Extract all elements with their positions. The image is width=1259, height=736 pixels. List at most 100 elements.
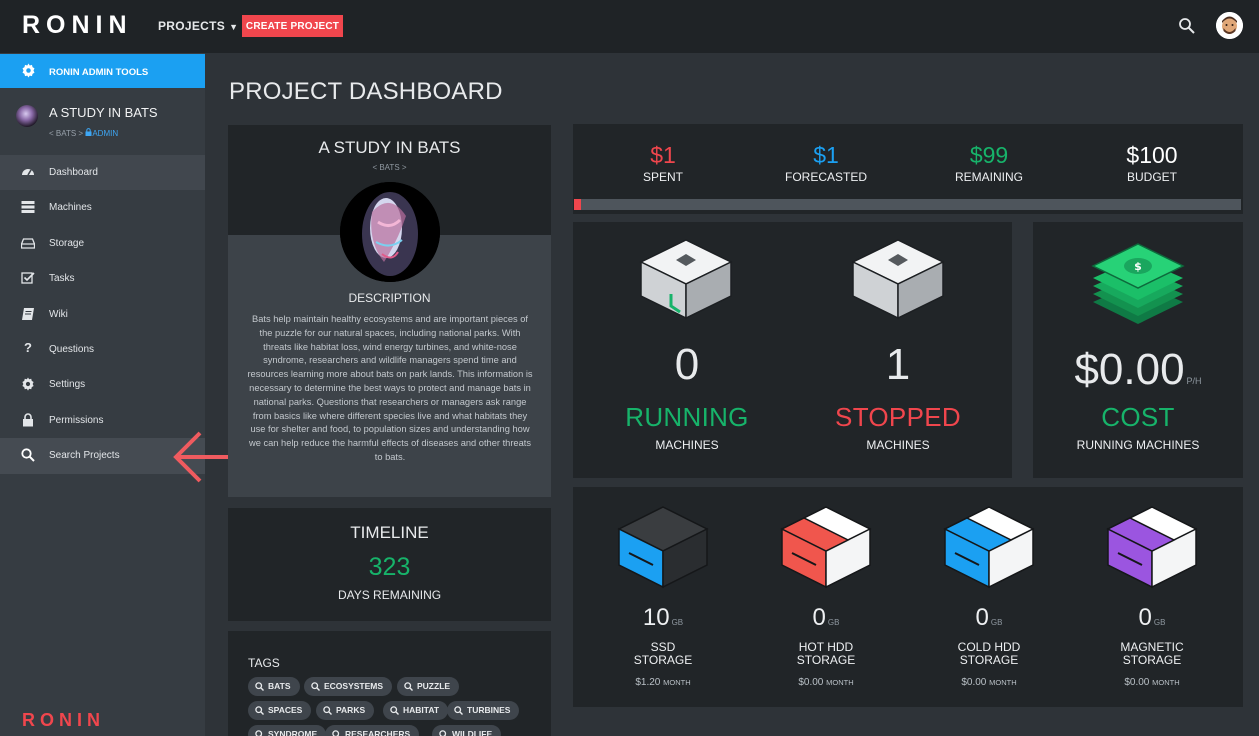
sidebar-item-wiki[interactable]: Wiki <box>0 297 205 332</box>
budget-value: $100 <box>1126 142 1178 168</box>
sidebar-item-search-projects[interactable]: Search Projects <box>0 438 205 474</box>
storage-size: 0 GB <box>929 604 1049 632</box>
running-status: RUNNING <box>625 402 749 432</box>
storage-type-label: SSD STORAGE <box>603 641 723 667</box>
storage-cost-unit: MONTH <box>989 678 1017 687</box>
tag-label: PUZZLE <box>417 681 451 691</box>
storage-size-value: 10 <box>642 604 670 631</box>
storage-type-line2: STORAGE <box>796 653 856 667</box>
sidebar-item-settings[interactable]: Settings <box>0 367 205 402</box>
storage-cost: $1.20 MONTH <box>603 677 723 688</box>
storage-cost-value: $0.00 <box>961 677 987 688</box>
search-icon <box>255 682 264 691</box>
storage-cost-unit: MONTH <box>826 678 854 687</box>
user-avatar[interactable] <box>1216 12 1243 39</box>
storage-icon <box>21 238 35 249</box>
search-icon[interactable] <box>1178 17 1196 35</box>
storage-type-line2: STORAGE <box>959 653 1019 667</box>
sidebar-item-label: Wiki <box>49 308 68 320</box>
sidebar-item-tasks[interactable]: Tasks <box>0 261 205 296</box>
search-icon <box>255 730 263 736</box>
sidebar-item-label: Settings <box>49 379 86 391</box>
tag-chip[interactable]: BATS <box>248 677 300 696</box>
ronin-logo[interactable]: RONIN <box>22 11 133 39</box>
search-icon <box>390 706 399 715</box>
remaining-label: REMAINING <box>954 170 1023 184</box>
sidebar-item-questions[interactable]: ? Questions <box>0 332 205 367</box>
storage-drive-icon <box>1106 506 1198 589</box>
machines-icon <box>21 201 35 214</box>
machine-stopped-icon <box>851 239 945 320</box>
days-remaining-label: DAYS REMAINING <box>337 588 442 602</box>
tag-label: BATS <box>268 681 291 691</box>
sidebar-item-label: Dashboard <box>49 167 98 178</box>
tag-label: PARKS <box>336 705 366 715</box>
sidebar-item-label: Permissions <box>49 414 104 426</box>
sidebar-item-label: Questions <box>49 343 95 355</box>
storage-size-value: 0 <box>1138 604 1152 631</box>
storage-cost-value: $0.00 <box>1124 677 1150 688</box>
storage-size-unit: GB <box>827 618 840 627</box>
sidebar-item-storage[interactable]: Storage <box>0 226 205 261</box>
tag-chip[interactable]: RESEARCHERS <box>325 725 420 736</box>
tag-chip[interactable]: WILDLIFE <box>432 725 502 736</box>
tag-chip[interactable]: HABITAT <box>383 701 449 720</box>
sidebar-item-label: Search Projects <box>49 450 120 462</box>
search-icon <box>404 682 413 691</box>
create-project-button[interactable]: CREATE PROJECT <box>242 15 343 37</box>
lock-icon <box>85 128 92 136</box>
svg-text:$: $ <box>1134 260 1142 273</box>
projects-dropdown[interactable]: PROJECTS ▼ <box>158 19 238 33</box>
stopped-status: STOPPED <box>835 402 961 432</box>
storage-cost-value: $1.20 <box>635 677 661 688</box>
project-card-sub: < BATS > <box>372 163 407 172</box>
tag-chip[interactable]: PARKS <box>316 701 375 720</box>
sidebar-item-machines[interactable]: Machines <box>0 190 205 225</box>
lock-icon <box>23 413 33 427</box>
cost-unit: P/H <box>1186 376 1202 386</box>
storage-size-unit: GB <box>990 618 1003 627</box>
admin-tools-link[interactable]: RONIN ADMIN TOOLS <box>0 54 205 88</box>
tag-label: TURBINES <box>467 705 511 715</box>
budget-progress-fill <box>574 199 581 210</box>
caret-down-icon: ▼ <box>229 22 239 32</box>
storage-type-label: COLD HDD STORAGE <box>929 641 1049 667</box>
tag-label: ECOSYSTEMS <box>324 681 384 691</box>
cost-value-wrap: $0.00 P/H <box>1048 345 1228 395</box>
search-icon <box>332 730 340 736</box>
budget-total: $100 BUDGET <box>1082 142 1222 184</box>
sidebar-project-header[interactable]: A STUDY IN BATS < BATS > ADMIN <box>0 88 205 155</box>
sidebar-item-dashboard[interactable]: Dashboard <box>0 155 205 191</box>
storage-drive-icon <box>617 506 709 589</box>
sidebar-item-permissions[interactable]: Permissions <box>0 403 205 438</box>
storage-type-line1: SSD <box>650 640 676 654</box>
project-image <box>340 182 440 282</box>
project-breadcrumb: < BATS > <box>49 129 84 138</box>
storage-size-value: 0 <box>975 604 989 631</box>
storage-size-value: 0 <box>812 604 826 631</box>
sidebar-item-label: Machines <box>49 202 92 214</box>
storage-size-unit: GB <box>671 618 684 627</box>
storage-type-line2: STORAGE <box>1122 653 1182 667</box>
cost-status: COST <box>1101 402 1175 432</box>
sidebar-project-name: A STUDY IN BATS <box>49 105 158 120</box>
wiki-icon <box>22 307 34 320</box>
days-remaining-value: 323 <box>368 553 411 581</box>
storage-type-line1: MAGNETIC <box>1120 640 1184 654</box>
search-icon <box>311 682 320 691</box>
tag-chip[interactable]: TURBINES <box>447 701 520 720</box>
tag-chip[interactable]: SYNDROME <box>248 725 327 736</box>
storage-type-label: HOT HDD STORAGE <box>766 641 886 667</box>
tag-chip[interactable]: ECOSYSTEMS <box>304 677 393 696</box>
sidebar-item-label: Storage <box>49 237 85 249</box>
annotation-arrow <box>173 431 238 483</box>
tag-chip[interactable]: PUZZLE <box>397 677 460 696</box>
tag-chip[interactable]: SPACES <box>248 701 312 720</box>
role-badge: ADMIN <box>85 128 118 138</box>
project-avatar <box>16 105 38 127</box>
search-icon <box>439 730 447 736</box>
stopped-label: MACHINES <box>866 438 930 452</box>
running-label: MACHINES <box>655 438 719 452</box>
page-title: PROJECT DASHBOARD <box>229 78 503 105</box>
tag-label: RESEARCHERS <box>345 729 411 736</box>
